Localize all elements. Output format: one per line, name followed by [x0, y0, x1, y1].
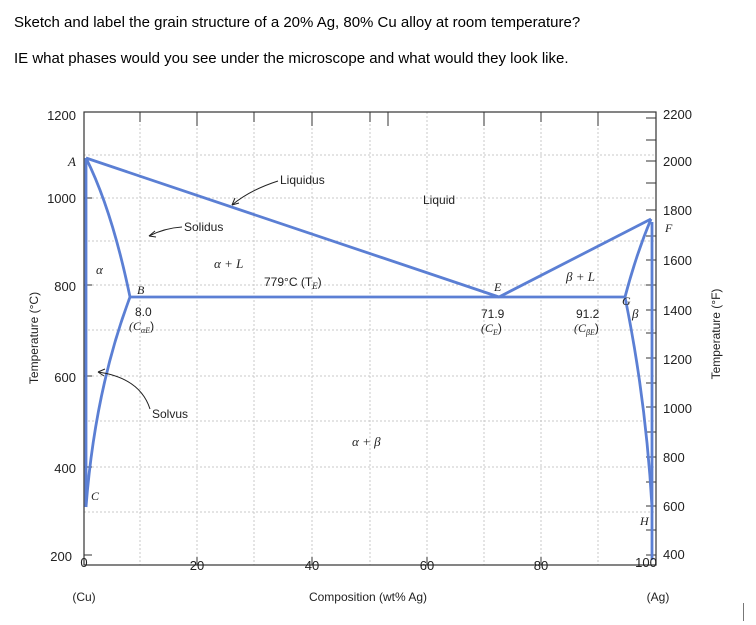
right-tick-label: 1400 [663, 303, 692, 318]
alpha-plus-beta-label: α + β [352, 434, 381, 449]
right-tick-label: 600 [663, 499, 685, 514]
right-tick-label: 1000 [663, 401, 692, 416]
right-axis-title: Temperature (°F) [709, 289, 723, 380]
left-tick-label: 800 [54, 279, 76, 294]
bottom-tick-labels: 0 20 40 60 80 100 [80, 555, 656, 573]
annotation-arrows [97, 180, 279, 410]
beta-plus-l-label: β + L [565, 269, 595, 284]
left-tick-labels: 1200 1000 800 600 400 200 [47, 108, 76, 564]
left-tick-label: 200 [50, 549, 72, 564]
liquidus-label: Liquidus [280, 173, 325, 187]
bottom-tick-label: 20 [190, 558, 204, 573]
bottom-tick-label: 40 [305, 558, 319, 573]
point-b-label: B [137, 283, 145, 297]
point-a-label: A [67, 154, 76, 169]
eutectic-temp-label: 779°C (TE) [264, 275, 322, 291]
right-tick-label: 1800 [663, 203, 692, 218]
liquidus-left [85, 156, 500, 299]
liquid-label: Liquid [423, 193, 455, 207]
liquidus-right [498, 217, 652, 299]
alpha-plus-l-label: α + L [214, 256, 243, 271]
solidus-label: Solidus [184, 220, 223, 234]
beta-label: β [631, 306, 639, 321]
beta-comp-value: 91.2 [576, 307, 600, 321]
bottom-tick-label: 100 [635, 555, 657, 570]
point-h-label: H [639, 514, 650, 528]
left-tick-label: 1000 [47, 191, 76, 206]
solvus-label: Solvus [152, 407, 188, 421]
point-g-label: G [622, 294, 631, 308]
question-line-1: Sketch and label the grain structure of … [14, 14, 581, 31]
left-axis-title: Temperature (°C) [27, 292, 41, 384]
alpha-label: α [96, 262, 104, 277]
bottom-axis-ticks [196, 557, 542, 565]
phase-lines [84, 156, 654, 560]
right-tick-label: 2000 [663, 154, 692, 169]
point-f-label: F [664, 221, 673, 235]
x-axis-right-end: (Ag) [647, 590, 670, 604]
solidus-left [84, 157, 132, 298]
solvus-left [84, 296, 132, 508]
top-axis-ticks [139, 112, 599, 126]
solidus-right [623, 218, 653, 298]
alpha-comp-label: (CαE) [129, 319, 154, 335]
left-tick-label: 600 [54, 370, 76, 385]
point-c-label: C [91, 489, 100, 503]
question-line-2: IE what phases would you see under the m… [14, 50, 569, 67]
bottom-tick-label: 0 [80, 555, 87, 570]
alpha-comp-value: 8.0 [135, 305, 152, 319]
right-tick-label: 1600 [663, 253, 692, 268]
diagram-labels: A Liquidus Liquid Solidus α α + L B 779°… [67, 154, 673, 528]
grid [84, 112, 656, 565]
x-axis-title: Composition (wt% Ag) [309, 590, 427, 604]
left-tick-label: 1200 [47, 108, 76, 123]
x-axis-left-end: (Cu) [72, 590, 95, 604]
eutectic-comp-label: (CE) [481, 321, 502, 337]
right-tick-label: 800 [663, 450, 685, 465]
right-tick-label: 1200 [663, 352, 692, 367]
liquidus-arrow [231, 180, 279, 206]
bottom-tick-label: 60 [420, 558, 434, 573]
text-cursor [743, 603, 744, 621]
point-e-label: E [493, 280, 502, 294]
right-tick-label: 400 [663, 547, 685, 562]
beta-comp-label: (CβE) [574, 321, 599, 337]
solidus-arrow [148, 226, 183, 237]
right-tick-label: 2200 [663, 107, 692, 122]
right-tick-labels: 2200 2000 1800 1600 1400 1200 1000 800 6… [663, 107, 692, 562]
solvus-right [623, 296, 654, 508]
eutectic-comp-value: 71.9 [481, 307, 505, 321]
solvus-arrow [97, 371, 151, 410]
bottom-tick-label: 80 [534, 558, 548, 573]
left-tick-label: 400 [54, 461, 76, 476]
